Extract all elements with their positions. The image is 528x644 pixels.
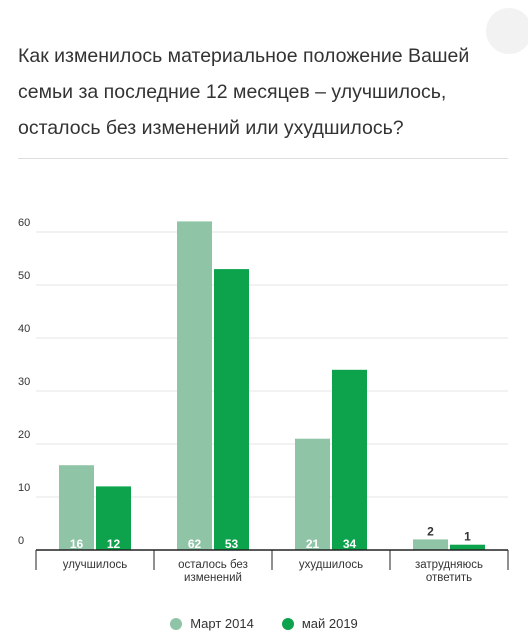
corner-decoration bbox=[486, 8, 528, 54]
y-tick-label-40: 40 bbox=[18, 323, 30, 335]
legend-swatch-series-1 bbox=[170, 617, 183, 630]
value-label-1-1: 16 bbox=[70, 537, 84, 551]
value-label-2-1: 12 bbox=[107, 537, 121, 551]
legend-item-series-2[interactable]: май 2019 bbox=[281, 616, 358, 631]
bar-1-2 bbox=[177, 221, 212, 550]
value-label-2-3: 34 bbox=[343, 537, 357, 551]
y-tick-label-20: 20 bbox=[18, 429, 30, 441]
value-label-1-2: 62 bbox=[188, 537, 202, 551]
y-tick-label-0: 0 bbox=[18, 535, 24, 547]
value-label-1-4: 2 bbox=[427, 524, 434, 538]
bar-2-1 bbox=[96, 486, 131, 550]
y-tick-label-30: 30 bbox=[18, 376, 30, 388]
legend-swatch-series-2 bbox=[281, 617, 294, 630]
bar-1-4 bbox=[413, 539, 448, 550]
chart-legend: Март 2014 май 2019 bbox=[0, 616, 528, 631]
x-tick-label-2: осталось без изменений bbox=[178, 559, 248, 584]
legend-label-series-2: май 2019 bbox=[301, 616, 358, 631]
bar-2-3 bbox=[332, 369, 367, 550]
value-label-2-2: 53 bbox=[225, 537, 239, 551]
x-tick-label-4: затрудняюсь ответить bbox=[415, 559, 483, 584]
value-label-1-3: 21 bbox=[306, 537, 320, 551]
legend-item-series-1[interactable]: Март 2014 bbox=[170, 616, 254, 631]
x-tick-label-1: улучшилось bbox=[63, 559, 128, 571]
y-tick-label-50: 50 bbox=[18, 270, 30, 282]
y-tick-label-60: 60 bbox=[18, 217, 30, 229]
value-label-2-4: 1 bbox=[464, 530, 471, 544]
legend-label-series-1: Март 2014 bbox=[190, 616, 254, 631]
y-tick-label-10: 10 bbox=[18, 482, 30, 494]
chart-title: Как изменилось материальное положение Ва… bbox=[18, 45, 470, 139]
bar-1-1 bbox=[59, 465, 94, 550]
title-divider bbox=[18, 158, 508, 159]
x-tick-label-3: ухудшилось bbox=[299, 559, 363, 571]
bar-2-4 bbox=[450, 544, 485, 550]
bar-2-2 bbox=[214, 269, 249, 550]
bar-1-3 bbox=[295, 438, 330, 550]
